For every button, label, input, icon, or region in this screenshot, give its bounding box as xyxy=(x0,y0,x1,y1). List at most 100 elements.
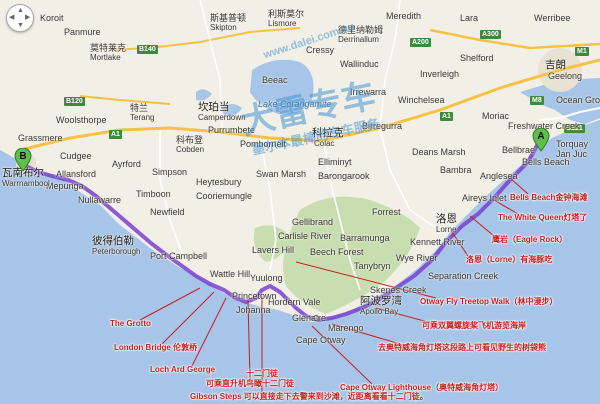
annotation-gibson-steps: Gibson Steps 可以直接走下去警来到沙滩，近距离看看十二门徒。 xyxy=(190,392,428,401)
place-label: Wattle Hill xyxy=(210,269,251,279)
annotation-twelve-apostles: 十二门徒 xyxy=(246,369,278,378)
road-lavers-hill xyxy=(259,137,277,271)
place-label: Cape Otway xyxy=(296,335,346,345)
annotation-arrows xyxy=(139,177,529,392)
pan-left-icon[interactable]: ◀ xyxy=(9,14,15,21)
annotation-the-grotto: The Grotto xyxy=(110,319,151,328)
place-label: Kennett River xyxy=(410,237,465,247)
place-label: Barramunga xyxy=(340,233,390,243)
small-lake xyxy=(196,89,212,101)
place-label: Cobden xyxy=(176,145,205,154)
place-label: Gellibrand xyxy=(292,217,334,227)
place-label: Birregurra xyxy=(362,121,403,131)
place-label: 特兰 xyxy=(130,103,149,113)
place-label: Bambra xyxy=(440,165,472,175)
annotation-eagle-rock: 鹰岩（Eagle Rock） xyxy=(492,235,568,244)
place-label: Panmure xyxy=(64,27,101,37)
highway-b140 xyxy=(109,27,301,51)
place-label: Marengo xyxy=(328,323,364,333)
route-shield: A1 xyxy=(109,130,122,139)
place-label: 斯基普顿 xyxy=(210,13,247,23)
place-label: Separation Creek xyxy=(428,271,499,281)
road-colac-apollo xyxy=(323,140,361,291)
annotation-bells-beach: Bells Beach金钟海滩 xyxy=(510,193,588,202)
place-label: Wallinduc xyxy=(340,59,379,69)
place-label: Hordern Vale xyxy=(268,297,321,307)
annotation-apollo-bay: 可乘双翼螺旋桨飞机游览海岸 xyxy=(422,321,526,330)
pan-control[interactable]: ▲ ◀ ▶ ▼ xyxy=(6,4,34,32)
map-pin-icon xyxy=(14,148,32,172)
place-label: Forrest xyxy=(372,207,401,217)
place-label: Cressy xyxy=(306,45,335,55)
place-label: Lismore xyxy=(268,19,297,28)
place-label: Simpson xyxy=(152,167,188,177)
place-label: Swan Marsh xyxy=(256,169,307,179)
annotation-otway-treetop: Otway Fly Treetop Walk（林中漫步） xyxy=(420,297,558,306)
annotation-lorne: 洛恩（Lorne）有海豚吃 xyxy=(466,255,553,264)
place-label: Cudgee xyxy=(60,151,92,161)
place-label: Woolsthorpe xyxy=(56,115,107,125)
route-shield: M8 xyxy=(530,96,544,105)
place-label: Skenes Creek xyxy=(370,285,427,295)
route-shield: C121 xyxy=(564,124,585,133)
pan-down-icon[interactable]: ▼ xyxy=(17,22,24,29)
place-label: Bells Beach xyxy=(522,157,570,167)
place-label: Anglesea xyxy=(480,171,518,181)
place-label: 彼得伯勒 xyxy=(92,235,134,247)
place-label: Newfield xyxy=(150,207,185,217)
highway-b120 xyxy=(79,95,171,105)
route-shield: M1 xyxy=(575,47,589,56)
marker-letter: B xyxy=(19,151,27,162)
place-label: Beech Forest xyxy=(310,247,364,257)
place-label: Lavers Hill xyxy=(252,245,295,255)
route-marker-b[interactable]: B xyxy=(14,148,32,172)
place-label: Timboon xyxy=(136,189,171,199)
place-label: Warrnambool xyxy=(2,179,50,188)
route-marker-a[interactable]: A xyxy=(532,128,550,152)
pan-up-icon[interactable]: ▲ xyxy=(17,7,24,14)
place-label: Bellbrae xyxy=(502,145,536,155)
place-label: Glenaire xyxy=(292,313,327,323)
place-label: 利斯莫尔 xyxy=(268,9,305,19)
place-label: Werribee xyxy=(534,13,571,23)
place-label: Beeac xyxy=(262,75,288,85)
place-label: Deans Marsh xyxy=(412,147,466,157)
place-label: Freshwater Creek xyxy=(508,121,580,131)
place-label: Colac xyxy=(314,139,335,148)
annotation-london-bridge: London Bridge 伦敦桥 xyxy=(114,343,198,352)
place-label: Wye River xyxy=(396,253,438,263)
place-label: 德里纳勒姆 xyxy=(338,25,384,35)
place-label: 坎珀当 xyxy=(198,101,230,113)
place-label: Ayrford xyxy=(112,159,141,169)
place-label: Pomborneit xyxy=(240,139,287,149)
place-label: Port Campbell xyxy=(150,251,208,261)
route-shield: B140 xyxy=(137,45,158,54)
place-label: Princetown xyxy=(232,291,277,301)
place-label: Aireys Inlet xyxy=(462,193,507,203)
lake-corangamite xyxy=(250,59,314,115)
route-shield: A300 xyxy=(480,30,501,39)
place-label: Ocean Grove xyxy=(556,95,600,105)
place-label: 吉朗 xyxy=(545,59,566,71)
place-label: Mepunga xyxy=(46,181,84,191)
place-label: Meredith xyxy=(386,11,422,21)
place-label: Mortlake xyxy=(90,53,121,62)
annotation-cape-otway-lighthouse: Cape Otway Lighthouse（奥特威海角灯塔） xyxy=(340,383,504,392)
place-label: Apollo Bay xyxy=(360,307,399,316)
place-label: Inverleigh xyxy=(420,69,460,79)
place-label: Irrewarra xyxy=(350,87,387,97)
place-label: Heytesbury xyxy=(196,177,242,187)
place-label: Lara xyxy=(460,13,479,23)
place-label: Purrumbete xyxy=(208,125,256,135)
otway-national-park xyxy=(283,196,420,314)
place-label: Nullawarre xyxy=(78,195,122,205)
road-cobden xyxy=(159,130,186,263)
pan-right-icon[interactable]: ▶ xyxy=(25,14,31,21)
place-label: Allansford xyxy=(56,169,97,179)
route-shield: A1 xyxy=(440,112,453,121)
place-label: Derrinallum xyxy=(338,35,379,44)
place-label: Koroit xyxy=(40,13,64,23)
place-label: Terang xyxy=(130,113,155,122)
park-patch xyxy=(253,225,290,262)
